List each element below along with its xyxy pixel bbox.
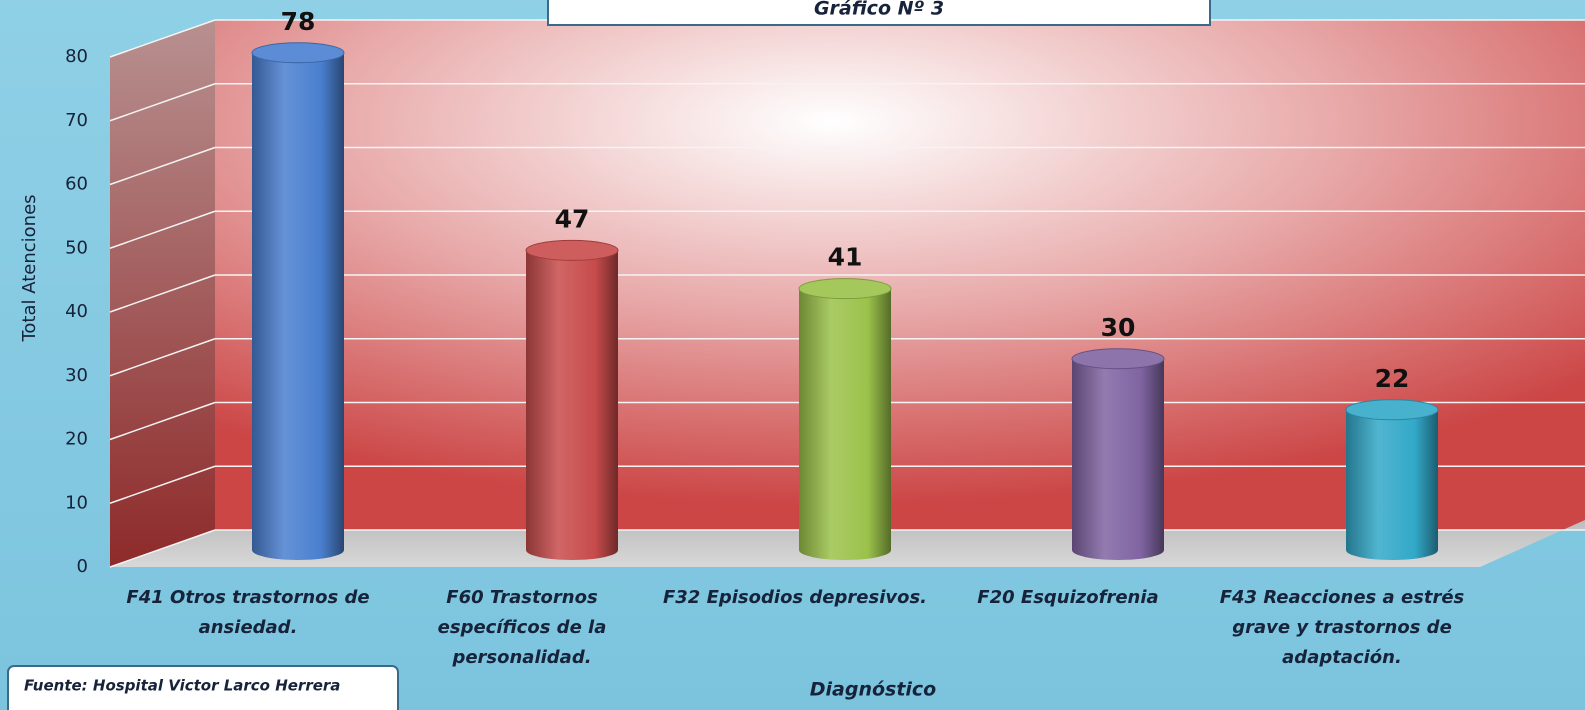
data-label: 78 [281,7,316,36]
data-label: 30 [1101,313,1136,342]
data-label: 47 [555,204,590,233]
y-tick-label: 20 [65,429,88,450]
bar [526,250,618,560]
grid-line [109,529,216,568]
bar-top [798,278,892,300]
y-tick-label: 40 [65,301,88,322]
bar-top [1071,348,1165,370]
bar [1072,358,1164,560]
title-box [547,0,1211,26]
grid-line [109,83,216,122]
y-tick-label: 70 [65,110,88,131]
bar-top [525,239,619,261]
bar [1346,409,1438,560]
y-tick-label: 30 [65,365,88,386]
grid-line [109,465,216,504]
y-tick-label: 80 [65,46,88,67]
chart-title: Gráfico Nº 3 [814,0,944,20]
data-label: 22 [1375,364,1410,393]
grid-line [109,146,216,186]
x-tick-label: F43 Reacciones a estrés grave y trastorn… [1219,587,1465,668]
grid-line [109,338,216,377]
source-box [7,665,399,710]
bar-top [1345,399,1439,421]
x-tick-label: F60 Trastornos específicos de la persona… [437,587,607,668]
bar [799,288,891,560]
y-tick-label: 0 [77,556,88,577]
y-tick-label: 10 [65,492,88,513]
bar-top [251,42,345,64]
grid-line [109,19,216,58]
source: Fuente: Hospital Victor Larco Herrera [24,677,340,695]
grid-line [109,401,216,441]
x-axis-label: Diagnóstico [810,679,937,701]
x-tick-label: F41 Otros trastornos de ansiedad. [126,587,370,638]
bar [252,52,344,560]
grid-line [109,210,216,249]
data-label: 41 [828,243,863,272]
y-tick-label: 50 [65,237,88,258]
x-tick-label: F32 Episodios depresivos. [662,587,928,608]
grid-line [109,274,216,313]
y-tick-label: 60 [65,174,88,195]
y-axis-label: Total Atenciones [19,194,40,342]
x-tick-label: F20 Esquizofrenia [977,587,1159,608]
